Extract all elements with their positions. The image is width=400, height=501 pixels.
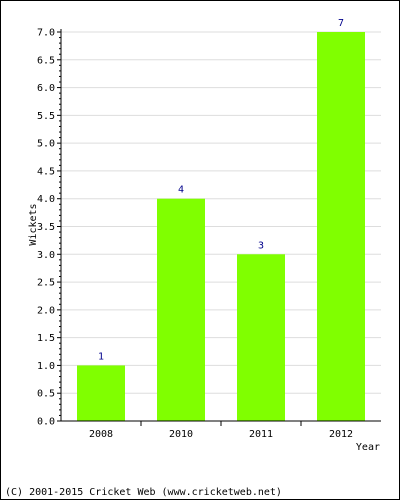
- copyright-footer: (C) 2001-2015 Cricket Web (www.cricketwe…: [5, 487, 282, 498]
- y-tick-label-11: 5.5: [37, 111, 55, 122]
- y-axis-title: Wickets: [28, 203, 39, 245]
- x-tick-label-2011: 2011: [249, 429, 273, 440]
- data-label-2012: 7: [338, 18, 344, 29]
- y-tick-label-1: 0.5: [37, 389, 55, 400]
- data-label-2011: 3: [258, 240, 264, 251]
- y-tick-label-0: 0.0: [37, 417, 55, 428]
- y-tick-label-4: 2.0: [37, 305, 55, 316]
- y-tick-label-9: 4.5: [37, 166, 55, 177]
- x-tick-label-2010: 2010: [169, 429, 193, 440]
- axis-layer: [57, 29, 381, 426]
- x-axis-title: Year: [356, 442, 380, 453]
- label-layer: 0.0 0.5 1.0 1.5 2.0 2.5 3.0 3.5 4.0 4.5 5.0 5.5 6.0 6…: [37, 18, 353, 440]
- y-tick-label-7: 3.5: [37, 222, 55, 233]
- y-tick-label-3: 1.5: [37, 333, 55, 344]
- y-tick-label-12: 6.0: [37, 83, 55, 94]
- y-tick-label-13: 6.5: [37, 55, 55, 66]
- y-tick-label-8: 4.0: [37, 194, 55, 205]
- data-label-2008: 1: [98, 351, 104, 362]
- bar-layer: [77, 32, 365, 421]
- y-tick-label-6: 3.0: [37, 250, 55, 261]
- y-tick-label-2: 1.0: [37, 361, 55, 372]
- y-tick-label-10: 5.0: [37, 139, 55, 150]
- bar-2008: [77, 365, 125, 421]
- bar-2011: [237, 254, 285, 421]
- y-tick-label-14: 7.0: [37, 28, 55, 39]
- data-label-2010: 4: [178, 185, 184, 196]
- bar-2010: [157, 198, 205, 421]
- x-tick-label-2008: 2008: [89, 429, 113, 440]
- y-tick-label-5: 2.5: [37, 278, 55, 289]
- x-tick-label-2012: 2012: [329, 429, 353, 440]
- bar-2012: [317, 32, 365, 421]
